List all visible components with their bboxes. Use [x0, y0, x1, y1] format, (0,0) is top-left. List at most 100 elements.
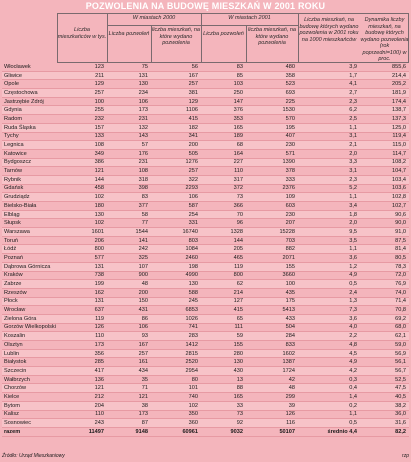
value-cell: 102	[188, 402, 198, 409]
value-cell: 3,6	[349, 254, 357, 261]
value-cell: 231	[138, 159, 148, 166]
city-cell: Poznań	[4, 254, 23, 261]
value-cell: 1412	[185, 341, 198, 348]
city-cell: Kielce	[4, 393, 20, 400]
header-group-2000: W miastach 2000	[132, 15, 176, 21]
value-cell: 72,0	[395, 272, 406, 279]
value-cell: 257	[138, 350, 148, 357]
value-cell: 1390	[282, 159, 295, 166]
value-cell: 96	[236, 220, 243, 227]
city-cell: Opole	[4, 81, 19, 88]
value-cell: 386	[94, 159, 104, 166]
city-cell: Zielona Góra	[4, 315, 37, 322]
table-row: Warszawa 1601 1544 16740 1328 15228 9,5 91,0	[2, 228, 409, 237]
value-cell: 0,5	[349, 420, 357, 427]
value-cell: 243	[94, 420, 104, 427]
value-cell: 230	[285, 211, 295, 218]
value-cell: 199	[94, 281, 104, 288]
table-row: Zielona Góra 119 86 1026 65 433 3,6 69,2	[2, 314, 409, 324]
city-cell: Kraków	[4, 272, 23, 279]
value-cell: 60961	[182, 428, 198, 435]
value-cell: 62	[236, 281, 243, 288]
value-cell: 2,7	[349, 89, 357, 96]
value-cell: 33	[236, 402, 243, 409]
table-row: Wrocław 637 431 6853 415 5413 7,3 70,8	[2, 306, 409, 315]
value-cell: 2460	[185, 254, 198, 261]
value-cell: 5,2	[349, 185, 357, 192]
table-row: Płock 131 150 245 127 175 1,3 71,4	[2, 297, 409, 307]
value-cell: 322	[188, 176, 198, 183]
value-cell: 603	[285, 202, 295, 209]
value-cell: 129	[94, 81, 104, 88]
value-cell: 131	[94, 263, 104, 270]
value-cell: 434	[138, 367, 148, 374]
value-cell: 106	[188, 194, 198, 201]
value-cell: 741	[188, 324, 198, 331]
value-cell: 7,3	[349, 307, 357, 314]
value-cell: 588	[188, 289, 198, 296]
value-cell: 230	[285, 142, 295, 149]
value-cell: 2071	[282, 254, 295, 261]
table-row: Bytom 204 38 102 33 39 0,2 38,2	[2, 401, 409, 411]
value-cell: 167	[138, 341, 148, 348]
city-cell: Tarnów	[4, 168, 23, 175]
value-cell: 71	[141, 385, 148, 392]
value-cell: 855,6	[392, 63, 406, 70]
credit-note: rzp	[402, 453, 409, 459]
city-cell: Włocławek	[4, 63, 31, 70]
value-cell: 48	[288, 385, 295, 392]
header-per-1000: Liczba mieszkań, na budowę których wydan…	[299, 17, 359, 43]
value-cell: 2,2	[349, 333, 357, 340]
value-cell: 78,3	[395, 263, 406, 270]
value-cell: 119	[95, 315, 104, 322]
value-cell: 100	[285, 281, 295, 288]
value-cell: 132	[138, 124, 148, 131]
value-cell: 4,2	[349, 367, 357, 374]
value-cell: 3,6	[349, 315, 357, 322]
value-cell: 173	[138, 107, 148, 114]
value-cell: 50107	[279, 428, 295, 435]
table-row: Toruń 206 141 803 144 703 3,5 87,5	[2, 237, 409, 246]
value-cell: 102	[94, 220, 104, 227]
value-cell: 82,2	[395, 428, 406, 435]
value-cell: 0,2	[349, 402, 357, 409]
value-cell: 56,1	[395, 359, 406, 366]
value-cell: 2376	[282, 185, 295, 192]
city-cell: Dąbrowa Górnicza	[4, 263, 51, 270]
value-cell: 227	[233, 159, 243, 166]
value-cell: 4990	[185, 272, 198, 279]
city-cell: Radom	[4, 115, 23, 122]
value-cell: 88	[236, 385, 243, 392]
value-cell: 130	[188, 281, 198, 288]
value-cell: 57	[141, 142, 148, 149]
value-cell: 257	[94, 89, 104, 96]
value-cell: 106	[138, 98, 148, 105]
table-body: Włocławek 123 75 56 83 480 3,9 855,6 Gliwice 211 1…	[2, 63, 409, 437]
value-cell: 504	[285, 324, 295, 331]
value-cell: 225	[285, 98, 295, 105]
value-cell: 52,5	[395, 376, 406, 383]
value-cell: 189	[233, 133, 243, 140]
value-cell: 206	[94, 237, 104, 244]
city-cell: Ruda Śląska	[4, 124, 36, 131]
value-cell: 141	[138, 237, 148, 244]
value-cell: 182	[188, 124, 198, 131]
value-cell: 3,1	[349, 168, 357, 175]
value-cell: 31,6	[395, 420, 406, 427]
table-row: Ruda Śląska 157 132 182 165 195 1,1 125,0	[2, 123, 409, 133]
value-cell: 4,9	[349, 359, 357, 366]
value-cell: 47,5	[395, 385, 406, 392]
value-cell: 284	[285, 333, 295, 340]
value-cell: 56,9	[395, 350, 406, 357]
header-flats-2000: liczba mieszkań, na które wydano pozwole…	[152, 27, 200, 46]
city-cell: Katowice	[4, 150, 27, 157]
value-cell: 92	[236, 420, 243, 427]
city-cell: Rzeszów	[4, 289, 27, 296]
value-cell: 299	[285, 393, 295, 400]
value-cell: 800	[94, 246, 104, 253]
value-cell: 137,3	[392, 115, 406, 122]
value-cell: 1,1	[349, 194, 357, 201]
value-cell: 1,1	[349, 411, 357, 418]
footer: Źródło: Urząd Mieszkaniowy rzp	[2, 451, 409, 461]
value-cell: 155	[233, 341, 243, 348]
